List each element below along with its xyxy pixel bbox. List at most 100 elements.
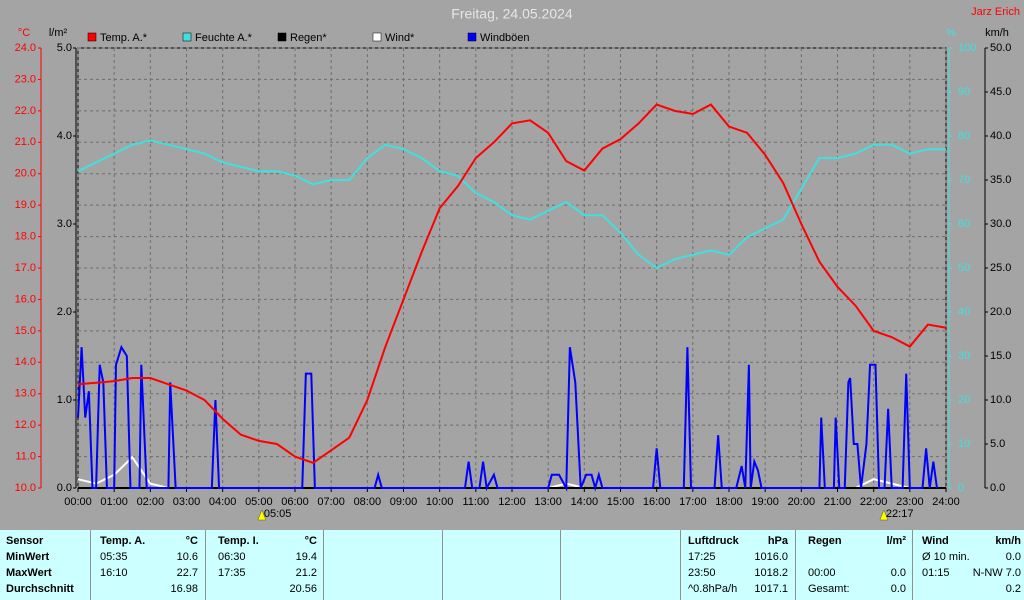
x-tick-label: 04:00 (209, 496, 237, 508)
y3-tick-label: 20 (958, 394, 970, 406)
table-cell: ^0.8hPa/h (688, 583, 738, 595)
table-cell: Gesamt: (808, 583, 850, 595)
y-axis-unit: °C (18, 27, 30, 39)
y-tick-label: 18.0 (15, 230, 36, 242)
x-tick-label: 14:00 (571, 496, 599, 508)
column-divider (560, 530, 561, 600)
x-tick-label: 09:00 (390, 496, 418, 508)
table-cell: 20.56 (289, 583, 317, 595)
column-divider (680, 530, 681, 600)
table-cell: 1018.2 (754, 567, 788, 579)
y3-axis-unit: % (946, 27, 956, 39)
table-header: °C (304, 535, 317, 547)
table-cell: 22.7 (176, 567, 198, 579)
column-divider (323, 530, 324, 600)
table-header: Sensor (6, 535, 44, 547)
y3-tick-label: 70 (958, 174, 970, 186)
x-tick-label: 10:00 (426, 496, 454, 508)
x-tick-label: 11:00 (462, 496, 489, 508)
y2-tick-label: 1.0 (57, 394, 72, 406)
y2-tick-label: 4.0 (57, 130, 72, 142)
table-cell: 0.2 (1005, 583, 1021, 595)
y3-tick-label: 0 (958, 482, 964, 494)
table-cell: 1016.0 (754, 551, 788, 563)
x-tick-label: 24:00 (932, 496, 960, 508)
x-tick-label: 18:00 (715, 496, 743, 508)
x-tick-label: 05:00 (245, 496, 273, 508)
table-header: hPa (767, 535, 788, 547)
sun-time: 22:17 (886, 508, 914, 520)
table-cell: Ø 10 min. (922, 551, 970, 563)
x-tick-label: 13:00 (534, 496, 562, 508)
y3-tick-label: 10 (958, 438, 970, 450)
y2-tick-label: 2.0 (57, 306, 72, 318)
legend-swatch (87, 32, 97, 42)
legend-label: Feuchte A.* (195, 32, 253, 44)
table-cell: 17:25 (688, 551, 716, 563)
y3-tick-label: 80 (958, 130, 970, 142)
x-tick-label: 00:00 (64, 496, 92, 508)
x-tick-label: 12:00 (498, 496, 526, 508)
table-header: °C (185, 535, 198, 547)
y3-tick-label: 50 (958, 262, 970, 274)
x-tick-label: 07:00 (317, 496, 345, 508)
table-header: km/h (995, 535, 1021, 547)
x-tick-label: 20:00 (788, 496, 816, 508)
x-tick-label: 22:00 (860, 496, 888, 508)
y2-axis-unit: l/m² (49, 27, 68, 39)
x-tick-label: 21:00 (824, 496, 852, 508)
y-tick-label: 22.0 (15, 105, 36, 117)
table-cell: 23:50 (688, 567, 716, 579)
row-label: Durchschnitt (6, 583, 74, 595)
x-tick-label: 08:00 (354, 496, 382, 508)
legend-swatch (372, 32, 382, 42)
series-line (77, 139, 946, 270)
y-tick-label: 23.0 (15, 73, 36, 85)
table-cell: 16.98 (170, 583, 198, 595)
table-header: l/m² (886, 535, 906, 547)
table-cell: 05:35 (100, 551, 128, 563)
table-cell: 0.0 (1005, 551, 1021, 563)
legend-label: Temp. A.* (100, 32, 148, 44)
y-tick-label: 19.0 (15, 199, 36, 211)
y-tick-label: 11.0 (15, 450, 36, 462)
column-divider (442, 530, 443, 600)
legend-label: Regen* (290, 32, 327, 44)
y-tick-label: 16.0 (15, 293, 36, 305)
row-label: MinWert (6, 551, 50, 563)
y-tick-label: 12.0 (15, 419, 36, 431)
y3-tick-label: 90 (958, 86, 970, 98)
y4-tick-label: 25.0 (990, 262, 1011, 274)
y-tick-label: 13.0 (15, 388, 36, 400)
table-header: Luftdruck (688, 535, 739, 547)
legend-swatch (467, 32, 477, 42)
column-divider (795, 530, 796, 600)
x-tick-label: 17:00 (679, 496, 707, 508)
column-divider (205, 530, 206, 600)
table-header: Temp. I. (218, 535, 259, 547)
table-cell: 00:00 (808, 567, 836, 579)
sun-time: 05:05 (264, 508, 292, 520)
table-header: Wind (922, 535, 949, 547)
legend-label: Wind* (385, 32, 415, 44)
x-tick-label: 06:00 (281, 496, 309, 508)
table-cell: 01:15 (922, 567, 950, 579)
y-tick-label: 14.0 (15, 356, 36, 368)
chart-title: Freitag, 24.05.2024 (451, 6, 573, 22)
column-divider (912, 530, 913, 600)
table-cell: 17:35 (218, 567, 246, 579)
y-tick-label: 15.0 (15, 325, 36, 337)
y-tick-label: 24.0 (15, 42, 36, 54)
x-tick-label: 19:00 (751, 496, 779, 508)
sun-icon (879, 509, 889, 521)
y4-tick-label: 40.0 (990, 130, 1011, 142)
y4-tick-label: 15.0 (990, 350, 1011, 362)
row-label: MaxWert (6, 567, 52, 579)
y-tick-label: 21.0 (15, 136, 36, 148)
chart: Freitag, 24.05.2024 Jarz Erich °C l/m² %… (15, 6, 1020, 521)
sun-icon (257, 509, 267, 521)
y4-tick-label: 5.0 (990, 438, 1005, 450)
y-tick-label: 17.0 (15, 262, 36, 274)
y-tick-label: 20.0 (15, 168, 36, 180)
author: Jarz Erich (971, 6, 1020, 18)
